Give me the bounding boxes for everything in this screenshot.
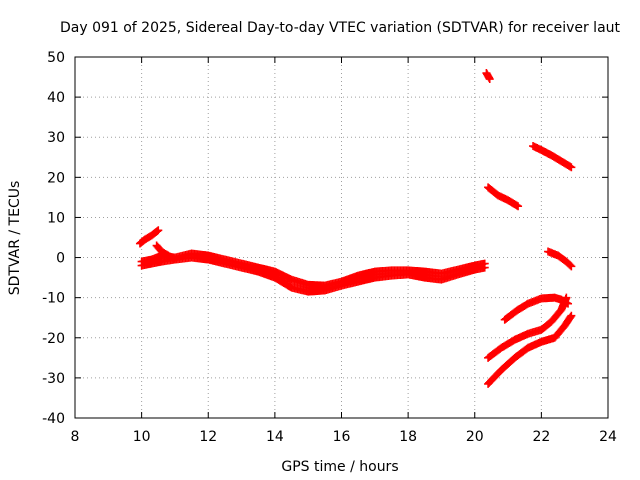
y-axis-label: SDTVAR / TECUs bbox=[7, 181, 23, 296]
data-points bbox=[135, 69, 576, 388]
y-tick-label: -40 bbox=[42, 411, 65, 427]
series-upper-decline bbox=[484, 183, 523, 211]
data-point bbox=[154, 226, 163, 235]
x-tick-label: 20 bbox=[466, 429, 484, 445]
y-tick-label: 10 bbox=[47, 210, 65, 226]
grid-lines bbox=[75, 57, 608, 418]
y-tick-label: -30 bbox=[42, 371, 65, 387]
data-point bbox=[480, 263, 489, 272]
y-tick-label: 50 bbox=[47, 50, 65, 66]
chart-title: Day 091 of 2025, Sidereal Day-to-day VTE… bbox=[60, 20, 621, 36]
series-rising-arc-c bbox=[484, 311, 576, 388]
data-point bbox=[567, 311, 576, 320]
y-tick-label: 40 bbox=[47, 90, 65, 106]
series-rising-arc-b bbox=[484, 293, 571, 362]
axis-ticks: 8 10 12 14 16 18 20 22 24 -40 -30 -20 -10 0 10 20 30 40 50 bbox=[42, 50, 617, 445]
series-early-drop bbox=[152, 241, 179, 264]
data-point bbox=[567, 262, 576, 271]
x-tick-label: 24 bbox=[599, 429, 617, 445]
data-point bbox=[562, 293, 571, 302]
data-point bbox=[170, 255, 179, 264]
y-tick-label: 0 bbox=[56, 251, 65, 267]
x-tick-label: 18 bbox=[399, 429, 417, 445]
series-high-decline bbox=[529, 142, 576, 172]
data-point bbox=[566, 261, 575, 270]
data-point bbox=[567, 163, 576, 172]
x-tick-label: 14 bbox=[266, 429, 284, 445]
x-tick-label: 16 bbox=[333, 429, 351, 445]
x-axis-label: GPS time / hours bbox=[281, 459, 398, 475]
series-early-rise bbox=[135, 226, 163, 248]
data-point bbox=[566, 312, 575, 321]
x-tick-label: 8 bbox=[71, 429, 80, 445]
data-point bbox=[153, 227, 162, 236]
series-mid-decline bbox=[544, 247, 576, 271]
x-tick-label: 12 bbox=[199, 429, 217, 445]
data-point bbox=[485, 75, 494, 84]
y-tick-label: -10 bbox=[42, 291, 65, 307]
data-point bbox=[169, 254, 178, 263]
y-tick-label: 20 bbox=[47, 170, 65, 186]
x-tick-label: 10 bbox=[133, 429, 151, 445]
series-rising-arc-a bbox=[500, 293, 573, 324]
y-tick-label: -20 bbox=[42, 331, 65, 347]
series-top-arc bbox=[482, 69, 494, 84]
series-main-band-lower bbox=[137, 253, 489, 296]
x-tick-label: 22 bbox=[532, 429, 550, 445]
data-point bbox=[514, 202, 523, 211]
y-tick-label: 30 bbox=[47, 130, 65, 146]
